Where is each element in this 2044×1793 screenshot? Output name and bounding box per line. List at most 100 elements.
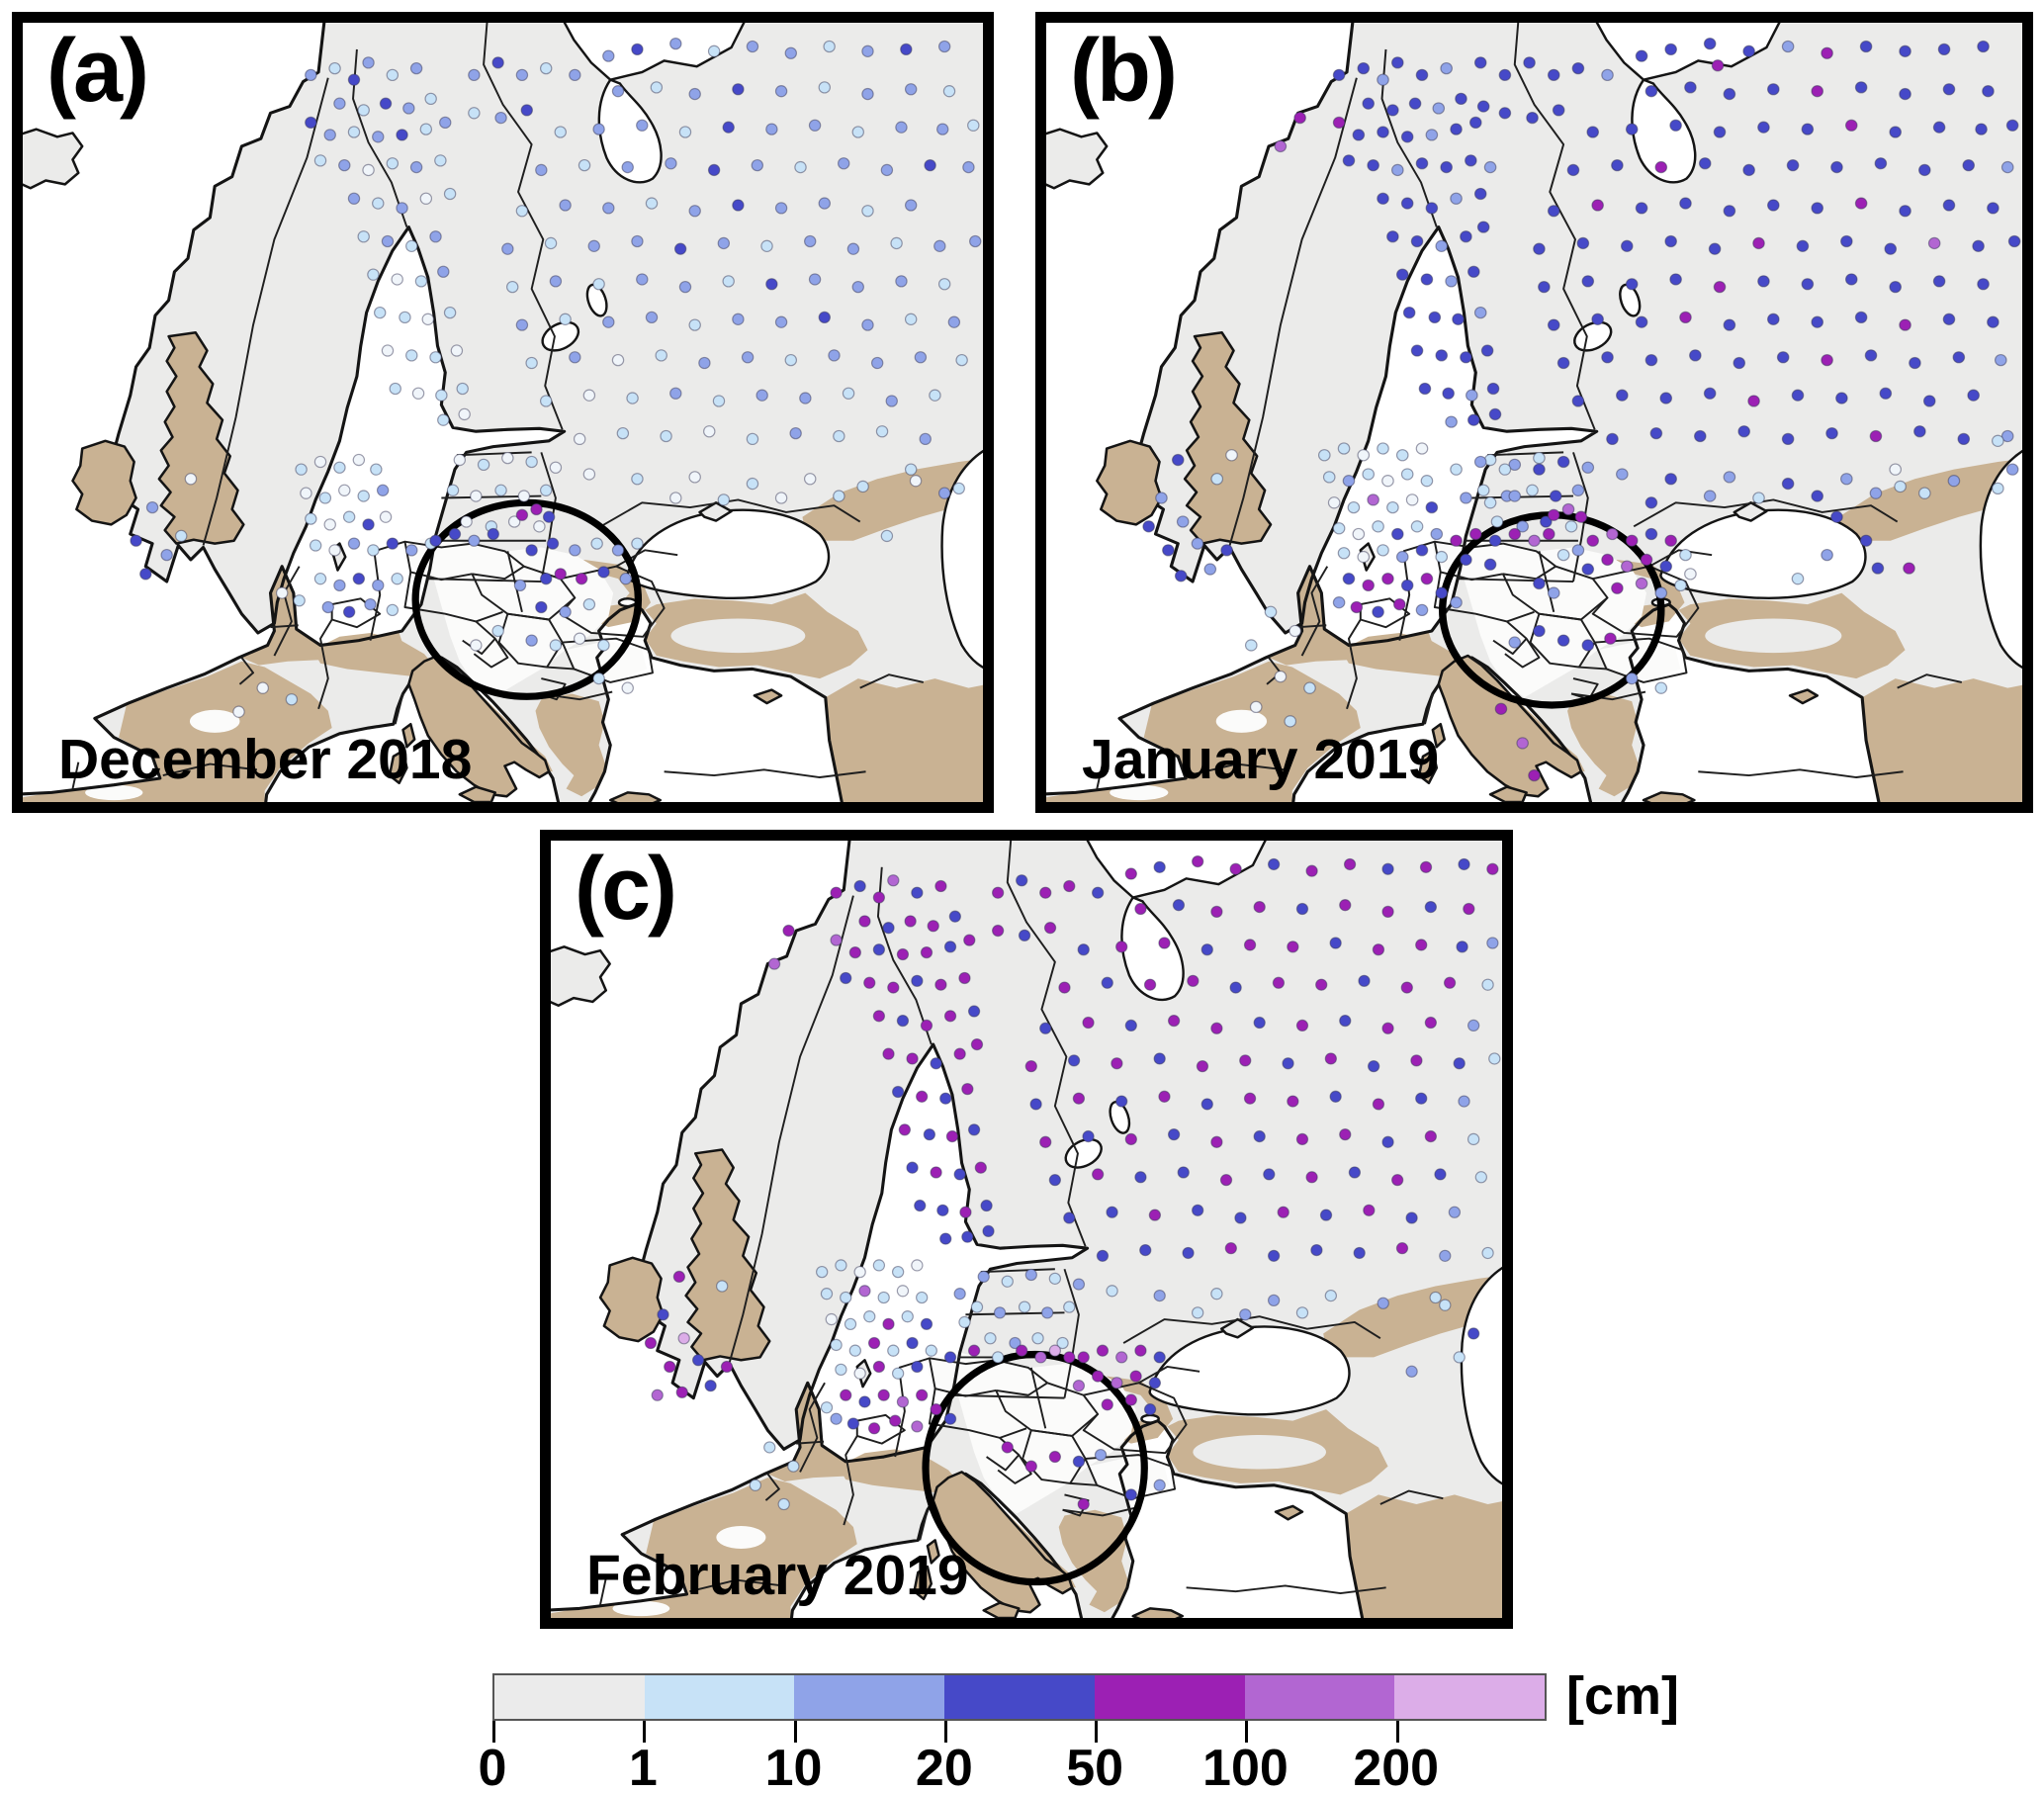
station-dot — [1616, 468, 1629, 481]
station-dot — [650, 81, 664, 94]
station-dot — [896, 947, 910, 961]
station-dot — [1082, 1129, 1095, 1143]
station-dot — [1547, 318, 1560, 331]
station-dot — [1115, 1351, 1128, 1364]
station-dot — [1644, 85, 1658, 98]
station-dot — [1601, 553, 1614, 567]
station-dot — [1357, 550, 1371, 564]
station-dot — [977, 1270, 990, 1284]
colorbar-tick-label: 20 — [915, 1740, 973, 1793]
station-dot — [631, 537, 644, 550]
station-dot — [1439, 1249, 1452, 1262]
station-dot — [1932, 121, 1946, 134]
station-dot — [1483, 558, 1497, 571]
station-dot — [991, 1351, 1005, 1364]
station-dot — [367, 544, 380, 557]
station-dot — [746, 477, 759, 491]
station-dot — [372, 131, 385, 143]
station-dot — [943, 1010, 957, 1023]
station-dot — [1153, 1289, 1166, 1302]
panel-c-february-2019: (c) February 2019 — [540, 830, 1513, 1629]
station-dot — [916, 1291, 929, 1304]
station-dot — [1801, 123, 1815, 135]
station-dot — [1547, 586, 1560, 599]
station-dot — [959, 1206, 972, 1218]
station-dot — [1143, 1402, 1157, 1416]
station-dot — [1274, 671, 1288, 683]
station-dot — [1490, 515, 1504, 528]
station-dot — [1508, 636, 1522, 649]
station-dot — [1508, 527, 1522, 541]
station-dot — [909, 475, 923, 488]
station-dot — [880, 163, 894, 177]
station-dot — [362, 518, 375, 531]
station-dot — [1942, 313, 1956, 325]
station-dot — [774, 315, 788, 328]
station-dot — [396, 129, 408, 141]
station-dot — [1581, 275, 1595, 288]
station-dot — [342, 605, 356, 618]
station-dot — [1295, 1132, 1309, 1146]
station-dot — [825, 1312, 838, 1326]
station-dot — [175, 529, 188, 543]
colorbar-tick — [943, 1721, 947, 1743]
station-dot — [1362, 579, 1376, 592]
station-dot — [1987, 202, 2000, 215]
station-dot — [470, 639, 483, 652]
station-dot — [823, 40, 836, 53]
station-dot — [1498, 68, 1512, 82]
station-dot — [362, 56, 375, 69]
station-dot — [434, 154, 447, 167]
station-dot — [885, 395, 898, 407]
station-dot — [904, 83, 918, 96]
station-dot — [559, 313, 572, 325]
station-dot — [1781, 432, 1795, 446]
station-dot — [1363, 1204, 1376, 1216]
station-dot — [1106, 1285, 1118, 1298]
month-label-january-2019: January 2019 — [1082, 728, 1440, 791]
station-dot — [961, 1230, 974, 1243]
colorbar-unit-label: [cm] — [1566, 1666, 1680, 1726]
station-dot — [1191, 537, 1204, 550]
station-dot — [631, 234, 644, 248]
station-dot — [1177, 1166, 1190, 1179]
station-dot — [1001, 1275, 1014, 1288]
station-dot — [1009, 1336, 1022, 1350]
station-dot — [1039, 1135, 1052, 1148]
station-dot — [1425, 202, 1439, 215]
station-dot — [933, 239, 946, 252]
station-dot — [367, 268, 380, 281]
station-dot — [546, 537, 560, 550]
station-dot — [1821, 548, 1833, 562]
station-dot — [386, 68, 400, 82]
station-dot — [443, 306, 457, 319]
station-dot — [1024, 1460, 1037, 1473]
station-dot — [1171, 453, 1185, 467]
station-dot — [904, 199, 918, 212]
station-dot — [1362, 468, 1376, 481]
station-dot — [405, 349, 418, 362]
station-dot — [804, 234, 817, 248]
station-dot — [342, 510, 356, 523]
station-dot — [967, 1344, 981, 1357]
station-dot — [1352, 527, 1366, 541]
station-dot — [1917, 163, 1931, 177]
station-dot — [1871, 562, 1885, 575]
station-dot — [704, 1380, 717, 1392]
station-dot — [1711, 59, 1725, 72]
colorbar-tick — [1245, 1721, 1249, 1743]
station-dot — [1766, 313, 1780, 325]
station-dot — [672, 1270, 686, 1284]
station-dot — [549, 639, 563, 652]
station-dot — [1952, 351, 1966, 364]
station-dot — [833, 490, 845, 502]
station-dot — [1468, 527, 1482, 541]
station-dot — [1031, 1332, 1044, 1345]
station-dot — [732, 199, 745, 212]
station-dot — [880, 529, 894, 543]
station-dot — [916, 1389, 929, 1401]
station-dot — [409, 160, 423, 174]
station-dot — [712, 395, 726, 407]
station-dot — [1635, 315, 1648, 328]
station-dot — [1415, 603, 1429, 617]
